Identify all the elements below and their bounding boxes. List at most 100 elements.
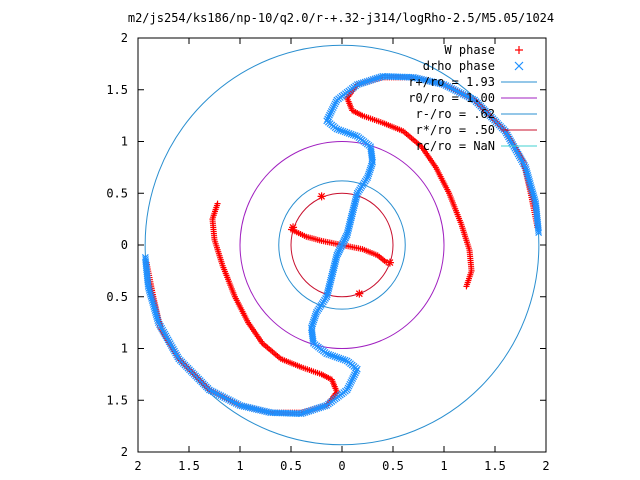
data-point: [336, 246, 343, 254]
data-point: [323, 402, 331, 409]
data-point: [347, 378, 355, 386]
data-point: [363, 77, 371, 85]
data-point: [335, 248, 343, 256]
data-point: [301, 409, 309, 416]
y-tick-label: 0.5: [106, 186, 128, 200]
data-point: [154, 319, 162, 327]
data-point: [141, 253, 149, 261]
y-tick-label: 1: [121, 342, 128, 356]
data-point: [345, 222, 353, 230]
data-point: [365, 77, 373, 85]
data-point: [267, 409, 275, 417]
data-point: [343, 129, 351, 137]
data-point: [347, 130, 355, 138]
data-point: [347, 214, 355, 222]
data-point: [310, 316, 318, 324]
data-point: [530, 192, 537, 199]
data-point: [323, 350, 331, 358]
data-point: [261, 407, 268, 415]
data-point: [336, 245, 344, 252]
data-point: [349, 208, 357, 216]
radius-circle: [144, 44, 540, 446]
data-point: [353, 81, 361, 88]
data-point: [353, 365, 361, 373]
data-point: [327, 107, 335, 115]
data-point: [414, 74, 421, 82]
special-point: [289, 223, 297, 231]
y-tick-label: 1: [121, 135, 128, 149]
data-point: [259, 407, 266, 415]
data-point: [467, 94, 475, 102]
data-point: [325, 282, 333, 290]
data-point: [428, 78, 436, 86]
y-tick-label: 0.5: [106, 290, 128, 304]
data-point: [420, 76, 428, 84]
data-point: [315, 404, 323, 412]
data-point: [250, 405, 258, 413]
radius-circle: [290, 192, 394, 298]
data-point: [256, 406, 264, 414]
x-tick-label: 2: [134, 459, 141, 473]
data-point: [153, 315, 161, 323]
data-point: [309, 318, 317, 326]
data-point: [461, 91, 469, 99]
data-point: [349, 206, 357, 214]
data-point: [303, 408, 311, 416]
data-point: [309, 406, 317, 414]
data-point: [234, 401, 242, 408]
data-point: [353, 132, 361, 140]
data-point: [526, 180, 534, 187]
data-point: [326, 280, 334, 288]
data-point: [434, 79, 442, 87]
data-point: [453, 87, 461, 95]
chart-title: m2/js254/ks186/np-10/q2.0/r-+.32-j314/lo…: [128, 11, 554, 25]
data-point: [535, 227, 542, 234]
data-point: [343, 231, 351, 239]
x-tick-label: 0.5: [280, 459, 302, 473]
data-point: [333, 353, 341, 361]
data-point: [351, 200, 359, 208]
data-point: [313, 405, 321, 413]
data-point: [364, 174, 371, 182]
data-point: [367, 145, 375, 153]
data-point: [344, 227, 352, 234]
data-point: [444, 83, 452, 90]
data-point: [353, 191, 361, 199]
data-point: [359, 79, 367, 87]
data-point: [311, 314, 319, 322]
data-point: [337, 127, 345, 134]
data-point: [339, 356, 347, 363]
data-point: [338, 241, 346, 249]
data-point: [351, 198, 359, 205]
data-point: [353, 189, 361, 197]
data-point: [332, 253, 340, 261]
radius-circle: [278, 180, 406, 310]
data-point: [448, 85, 456, 92]
data-point: [149, 301, 157, 308]
legend-label: r-/ro = .62: [416, 107, 495, 121]
data-point: [373, 74, 381, 82]
data-point: [523, 167, 531, 175]
data-point: [223, 395, 231, 403]
data-point: [350, 204, 358, 212]
data-point: [522, 165, 530, 173]
data-point: [367, 76, 375, 84]
data-point: [459, 90, 467, 98]
data-point: [312, 310, 320, 318]
data-point: [346, 218, 354, 226]
data-point: [375, 74, 383, 81]
data-point: [339, 239, 347, 247]
data-point: [254, 406, 262, 414]
data-point: [416, 75, 423, 83]
legend-symbol: [514, 61, 524, 71]
data-point: [348, 377, 356, 384]
data-point: [146, 289, 154, 296]
data-point: [355, 80, 363, 88]
data-point: [219, 393, 227, 401]
data-point: [145, 287, 153, 294]
legend-symbol: [515, 46, 523, 54]
data-point: [325, 350, 333, 358]
data-point: [333, 251, 341, 259]
data-point: [345, 382, 353, 390]
data-point: [221, 394, 229, 402]
